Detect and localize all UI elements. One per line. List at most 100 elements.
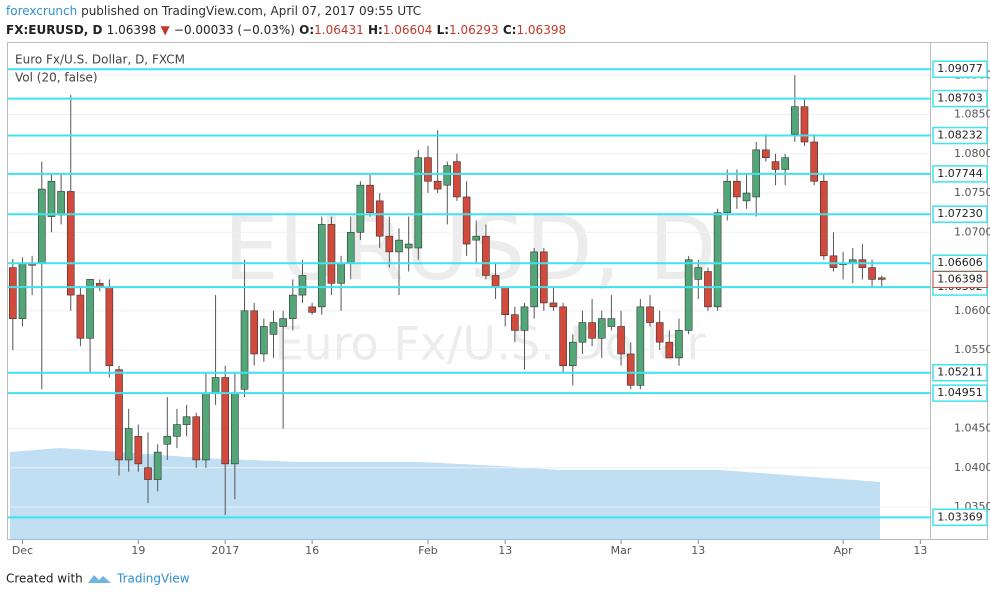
candle-body [588,322,596,339]
last-price-box [932,271,988,289]
candle-body [173,424,181,437]
candle-body [511,314,519,331]
candle-body [568,341,577,367]
candle-body [433,180,442,190]
level-label-box [932,508,988,527]
h-key: H: [368,23,383,37]
candle-body [144,467,152,480]
candle-body [327,224,336,284]
x-tick-label: Feb [418,544,437,557]
candle-body [694,267,703,280]
candle-body [221,377,230,465]
candle-body [211,377,220,394]
candle-body [810,141,818,182]
candle-body [443,165,452,186]
arrow: ▼ [160,23,170,37]
footer-brand[interactable]: TradingView [116,572,190,586]
c-key: C: [503,23,517,37]
candle-body [482,235,490,276]
candle-body [269,322,278,335]
candle-body [76,294,85,339]
candle-body [404,243,413,249]
x-tick-label: 13 [691,544,705,557]
candle-body [86,279,94,339]
level-label-box [932,89,988,108]
price: 1.06398 [107,23,157,37]
level-label-box [932,165,988,183]
candle-body [491,275,500,288]
candle-body [57,191,65,216]
level-label: 1.09077 [937,62,983,75]
level-label: 1.07230 [937,207,983,220]
tv-logo[interactable] [88,575,111,583]
candle-body [153,451,162,480]
level-label: 1.08703 [937,92,983,105]
header-line: forexcrunch published on TradingView.com… [6,4,421,18]
x-tick-label: 19 [131,544,145,557]
level-label-box [932,205,988,223]
candle-body [414,157,423,249]
candle-body [549,302,558,308]
candle-body [713,212,722,308]
x-tick-label: 13 [913,544,927,557]
y-tick-label: 1.07500 [954,186,990,199]
symbol: FX:EURUSD, D [6,23,103,37]
candle-body [578,322,587,343]
candle-body [105,286,114,367]
published: published on TradingView.com, April 07, … [81,4,421,18]
y-tick-label: 1.07000 [954,225,990,238]
candle-body [472,235,481,241]
candle-body [260,326,268,355]
candle-body [66,191,75,296]
candle-body [279,318,287,327]
candle-body [868,267,876,280]
candle-body [829,255,838,268]
candle-body [607,318,616,327]
l-key: L: [437,23,449,37]
level-label-box [932,384,988,402]
y-tick-label: 1.04500 [954,422,990,435]
candle-body [559,306,567,367]
candle-body [626,353,635,386]
y-tick-label: 1.08500 [954,108,990,121]
candle-body [202,392,210,461]
candle-body [346,231,355,264]
author[interactable]: forexcrunch [6,4,77,18]
last-price-label: 1.06398 [937,273,983,286]
candle-body [366,184,374,213]
candle-body [762,149,770,158]
candle-body [9,267,17,319]
h-value: 1.06604 [383,23,433,37]
candle-body [192,416,201,461]
change: −0.00033 (−0.03%) [174,23,295,37]
footer: Created with TradingView [6,572,190,586]
candle-body [781,157,789,170]
candle-body [424,157,432,182]
candle-body [395,239,403,253]
candle-body [337,263,345,284]
x-tick-label: Dec [12,544,33,557]
candle-body [617,326,625,355]
y-tick-label: 1.06000 [954,304,990,317]
level-label: 1.03369 [937,510,983,523]
candle-body [800,106,809,143]
symbol-line: FX:EURUSD, D 1.06398 ▼ −0.00033 (−0.03%)… [6,23,566,37]
level-label-box [932,126,988,145]
footer-created: Created with [6,572,83,586]
candle-body [182,416,191,425]
candle-body [597,318,606,339]
candle-body [289,294,297,319]
candle-body [742,192,751,202]
level-label: 1.05211 [937,366,983,379]
level-label: 1.08232 [937,129,983,142]
candle-body [453,161,461,198]
candle-body [665,341,674,359]
level-label: 1.06606 [937,256,983,269]
candle-body [540,251,548,304]
candle-body [771,161,780,170]
candle-body [124,428,133,461]
level-label-box [932,363,988,382]
candle-body [501,286,510,316]
candle-body [733,180,741,198]
x-tick-label: Apr [834,544,854,557]
